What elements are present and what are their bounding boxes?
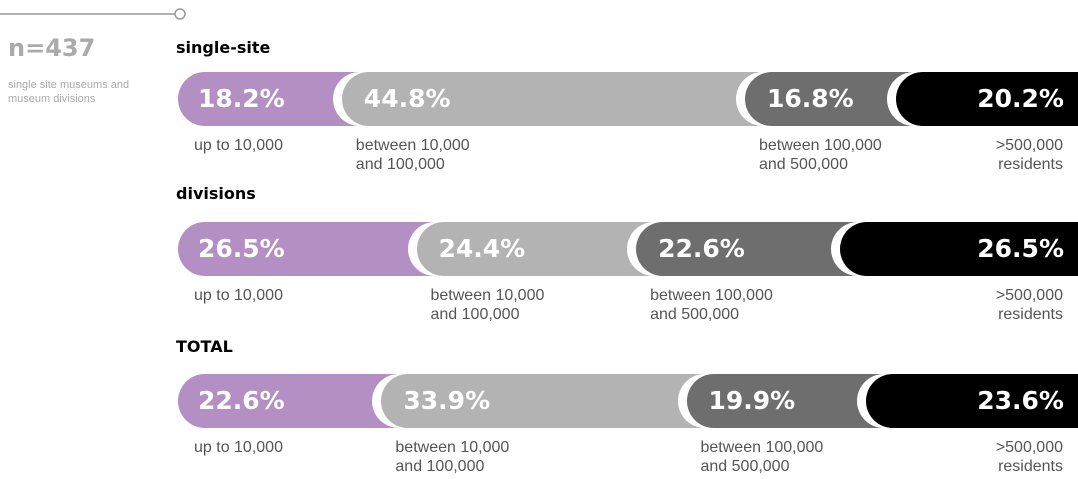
- bar-segment: 20.2%: [896, 72, 1078, 126]
- value-label: 22.6%: [198, 386, 285, 415]
- decoration: [0, 8, 186, 20]
- category-label: >500,000 residents: [995, 137, 1063, 173]
- value-label: 26.5%: [198, 234, 285, 263]
- value-label: 16.8%: [767, 84, 854, 113]
- category-label: up to 10,000: [194, 137, 283, 154]
- row-title: TOTAL: [176, 337, 233, 356]
- category-label: up to 10,000: [194, 439, 283, 456]
- value-label: 19.9%: [708, 386, 796, 415]
- bar-segment: 19.9%: [686, 374, 896, 428]
- value-label: 26.5%: [977, 234, 1064, 263]
- bar-segment: 23.6%: [865, 374, 1078, 428]
- value-label: 20.2%: [977, 84, 1064, 113]
- bar-segment: 26.5%: [178, 222, 447, 276]
- category-label: between 10,000 and 100,000: [430, 287, 545, 323]
- category-label: between 10,000 and 100,000: [355, 137, 470, 173]
- bar-segment: 33.9%: [381, 374, 717, 428]
- row-title: single-site: [176, 38, 271, 57]
- category-label: between 100,000 and 500,000: [650, 287, 773, 323]
- row-title: divisions: [176, 184, 256, 203]
- rule-dot: [174, 8, 186, 20]
- bar-segment: 26.5%: [839, 222, 1078, 276]
- value-label: 33.9%: [403, 386, 491, 415]
- bar-segment: 16.8%: [745, 72, 927, 126]
- category-label: >500,000 residents: [995, 439, 1063, 475]
- bar-segment: 24.4%: [416, 222, 667, 276]
- sample-size: n=437: [8, 34, 96, 62]
- bar-segment: 18.2%: [178, 72, 372, 126]
- value-label: 22.6%: [658, 234, 745, 263]
- category-label: up to 10,000: [194, 287, 283, 304]
- bar-segment: 44.8%: [341, 72, 775, 126]
- category-label: between 100,000 and 500,000: [759, 137, 882, 173]
- value-label: 44.8%: [363, 84, 451, 113]
- category-label: between 10,000 and 100,000: [395, 439, 510, 475]
- value-label: 24.4%: [438, 234, 526, 263]
- category-label: between 100,000 and 500,000: [700, 439, 824, 475]
- value-label: 23.6%: [977, 386, 1064, 415]
- value-label: 18.2%: [198, 84, 285, 113]
- bar-segment: 22.6%: [636, 222, 870, 276]
- bar-segment: 22.6%: [178, 374, 412, 428]
- category-label: >500,000 residents: [995, 287, 1063, 323]
- sample-description: single site museums and museum divisions: [8, 79, 130, 105]
